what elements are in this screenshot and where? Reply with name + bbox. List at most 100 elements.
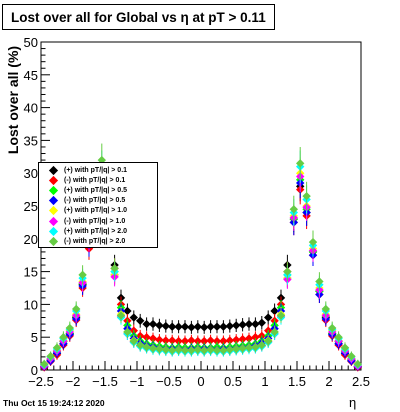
data-point (52, 343, 62, 352)
y-tick-label: 0 (31, 363, 38, 378)
data-point (225, 321, 234, 331)
legend-item: (-) with pT/|q| > 1.0 (39, 216, 157, 226)
data-point (193, 345, 202, 354)
legend-item: (+) with pT/|q| > 0.5 (39, 185, 157, 196)
data-points (40, 143, 362, 372)
data-point (232, 344, 241, 354)
data-point (334, 333, 343, 342)
legend-label: (-) with pT/|q| > 2.0 (64, 237, 126, 245)
legend-marker (48, 165, 59, 175)
data-point (251, 342, 260, 352)
data-point (65, 323, 74, 333)
data-point (136, 316, 145, 325)
data-point (123, 327, 132, 337)
legend-label: (-) with pT/|q| > 0.1 (64, 176, 126, 184)
data-point (302, 191, 311, 201)
data-point (232, 335, 241, 345)
data-point (142, 342, 151, 352)
data-point (168, 322, 177, 331)
data-point (187, 346, 196, 355)
y-tick-label: 15 (24, 265, 38, 280)
y-tick-label: 30 (24, 166, 38, 181)
data-point (353, 359, 362, 369)
y-tick-label: 35 (24, 133, 38, 148)
data-point (296, 159, 305, 168)
data-point (219, 346, 228, 355)
data-point (123, 306, 132, 316)
data-point (321, 304, 330, 314)
data-point (142, 333, 151, 342)
x-tick-label: −1 (130, 374, 145, 389)
data-point (264, 336, 273, 346)
data-point (72, 304, 81, 314)
legend-marker (48, 216, 59, 226)
x-tick-label: 2 (325, 374, 332, 389)
data-point (238, 320, 247, 329)
data-point (161, 321, 170, 331)
data-point (174, 322, 183, 331)
data-point (206, 322, 215, 331)
y-tick-label: 45 (24, 68, 38, 83)
data-point (40, 359, 49, 369)
data-point (174, 345, 183, 354)
legend-label: (-) with pT/|q| > 0.5 (64, 197, 126, 205)
data-point (174, 336, 183, 346)
data-point (219, 336, 228, 346)
x-tick-label: −0.5 (156, 374, 182, 389)
x-tick-label: 0 (197, 374, 204, 389)
data-point (270, 306, 279, 316)
data-point (225, 336, 234, 345)
y-tick-label: 50 (24, 35, 38, 50)
legend-label: (+) with pT/|q| > 1.0 (64, 207, 128, 215)
data-point (212, 346, 222, 355)
chart-title: Lost over all for Global vs η at pT > 0.… (2, 4, 275, 30)
x-tick-label: 1 (261, 374, 268, 389)
data-point (206, 336, 215, 345)
x-tick-label: −1.5 (92, 374, 118, 389)
data-point (200, 336, 209, 346)
legend-label: (-) with pT/|q| > 1.0 (64, 217, 126, 225)
y-tick-label: 25 (24, 199, 38, 214)
data-point (315, 277, 324, 286)
data-point (180, 336, 190, 346)
data-point (289, 205, 298, 214)
data-point (148, 344, 158, 353)
data-point (193, 322, 202, 331)
data-point (148, 319, 158, 329)
data-point (142, 319, 151, 329)
data-point (200, 346, 209, 355)
legend: (+) with pT/|q| > 0.1 (-) with pT/|q| > … (38, 162, 158, 248)
data-point (129, 336, 138, 346)
data-point (219, 322, 228, 331)
data-point (251, 333, 260, 342)
data-point (155, 335, 164, 345)
data-point (347, 352, 356, 361)
y-tick-label: 40 (24, 101, 38, 116)
data-point (244, 334, 254, 343)
data-point (244, 343, 254, 352)
timestamp: Thu Oct 15 19:24:12 2020 (3, 398, 105, 408)
legend-marker (48, 206, 59, 216)
data-point (180, 346, 190, 355)
x-tick-label: 0.5 (224, 374, 242, 389)
data-point (180, 322, 190, 331)
data-point (244, 319, 254, 329)
data-point (251, 319, 260, 329)
data-point (232, 321, 241, 330)
data-point (155, 344, 164, 354)
legend-item: (-) with pT/|q| > 0.5 (39, 196, 157, 206)
data-point (136, 340, 145, 350)
legend-label: (+) with pT/|q| > 0.1 (64, 166, 128, 174)
legend-item: (+) with pT/|q| > 1.0 (39, 206, 157, 216)
data-point (116, 311, 126, 320)
y-axis-label: Lost over all (%) (5, 45, 21, 155)
y-tick-label: 20 (24, 232, 38, 247)
legend-marker (48, 185, 59, 196)
data-point (283, 267, 292, 276)
data-point (187, 336, 196, 345)
data-point (148, 334, 158, 343)
data-point (59, 333, 68, 342)
data-point (270, 327, 279, 337)
legend-marker (48, 226, 59, 236)
